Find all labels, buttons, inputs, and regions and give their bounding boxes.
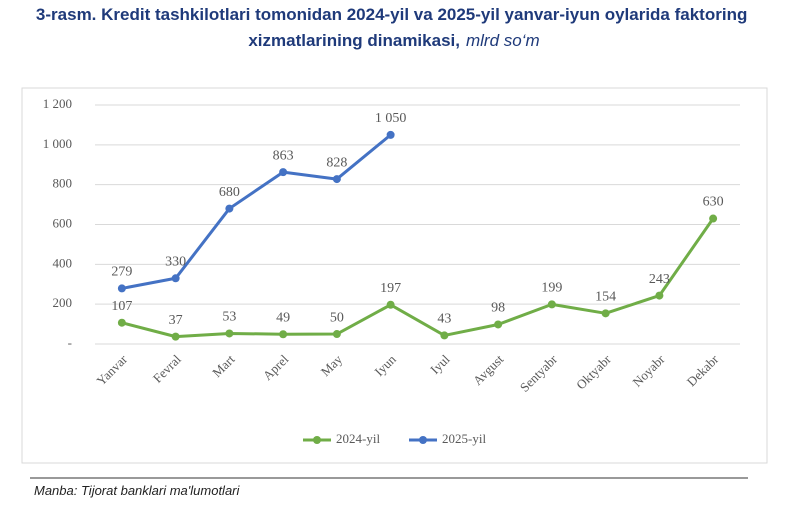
data-label: 279: [111, 265, 132, 280]
legend-label: 2024-yil: [336, 431, 380, 446]
title-line: 3-rasm. Kredit tashkilotlari tomonidan 2…: [36, 5, 747, 24]
point: [171, 274, 180, 283]
data-label: 828: [326, 155, 347, 170]
series-line: [121, 217, 715, 339]
point: [386, 300, 395, 309]
point: [440, 331, 449, 340]
source: Manba: Tijorat banklari ma'lumotlari: [34, 483, 241, 498]
x-tick-label: May: [318, 351, 346, 379]
x-tick-label: Mart: [209, 351, 238, 380]
data-label: 98: [491, 301, 505, 316]
x-tick-label: Avgust: [470, 351, 507, 388]
data-label: 50: [330, 310, 344, 325]
x-tick-label: Sentyabr: [517, 351, 561, 395]
data-label: 43: [437, 312, 451, 327]
data-label: 107: [111, 299, 132, 314]
chart-title: 3-rasm. Kredit tashkilotlari tomonidan 2…: [36, 5, 752, 50]
y-tick-label: 1 200: [43, 96, 72, 111]
data-label: 53: [222, 310, 236, 325]
data-label: 154: [595, 290, 616, 305]
chart-frame: [21, 87, 768, 464]
data-label: 1 050: [375, 111, 407, 126]
point: [709, 214, 718, 223]
point: [494, 320, 503, 329]
point: [279, 168, 288, 177]
data-label: 863: [273, 148, 294, 163]
data-label: 630: [703, 195, 724, 210]
y-tick-label: 200: [53, 295, 73, 310]
y-tick-label: -: [68, 335, 72, 350]
point: [655, 291, 664, 300]
point: [386, 130, 395, 139]
data-label: 197: [380, 281, 401, 296]
point: [117, 284, 126, 293]
y-tick-label: 400: [53, 255, 73, 270]
x-tick-label: Iyul: [427, 351, 453, 377]
legend-label: 2025-yil: [442, 431, 486, 446]
data-label: 49: [276, 310, 290, 325]
x-tick-label: Noyabr: [629, 351, 668, 390]
legend-marker: [419, 436, 427, 444]
x-tick-label: Yanvar: [93, 351, 130, 388]
x-tick-label: Aprel: [260, 351, 292, 383]
x-tick-label: Dekabr: [684, 351, 722, 389]
point: [332, 330, 341, 339]
data-label: 330: [165, 254, 186, 269]
y-tick-label: 600: [53, 215, 73, 230]
x-tick-label: Fevral: [150, 351, 184, 385]
series-line: [121, 133, 392, 290]
data-label: 37: [169, 313, 183, 328]
point: [279, 330, 288, 339]
data-label: 680: [219, 185, 240, 200]
title-unit: mlrd so‘m: [466, 31, 540, 50]
data-label: 243: [649, 272, 670, 287]
title-line: xizmatlarining dinamikasi,: [248, 31, 460, 50]
y-tick-label: 1 000: [43, 136, 72, 151]
point: [332, 175, 341, 184]
y-tick-label: 800: [53, 176, 73, 191]
point: [171, 332, 180, 341]
point: [601, 309, 610, 318]
point: [547, 300, 556, 309]
point: [117, 318, 126, 327]
point: [225, 204, 234, 213]
legend-marker: [313, 436, 321, 444]
x-tick-label: Oktyabr: [573, 351, 614, 392]
x-tick-label: Iyun: [371, 351, 399, 379]
data-label: 199: [541, 281, 562, 296]
point: [225, 329, 234, 338]
